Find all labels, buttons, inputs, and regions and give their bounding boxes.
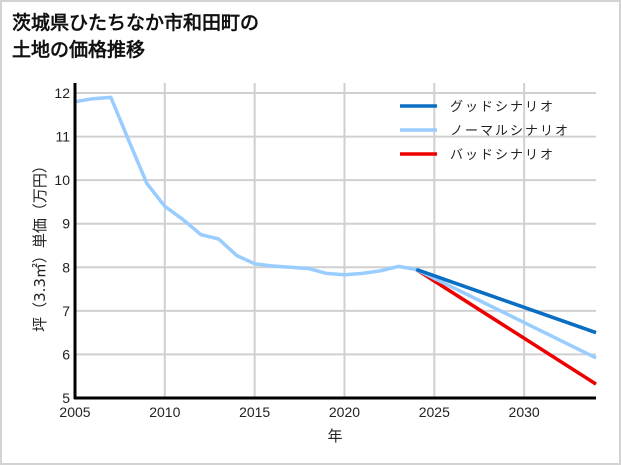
y-tick-label: 6: [62, 346, 70, 362]
x-tick-label: 2025: [419, 404, 450, 420]
x-tick-label: 2015: [239, 404, 270, 420]
chart-title: 茨城県ひたちなか市和田町の 土地の価格推移: [12, 10, 259, 64]
legend-label: バッドシナリオ: [450, 148, 555, 163]
y-tick-label: 8: [62, 259, 70, 275]
tick-labels: 5 6 7 8 9 10 11 12 2005 2010 2015 2020 2025 2030: [54, 85, 539, 420]
data-series: [74, 95, 597, 386]
x-axis-label: 年: [327, 427, 342, 445]
y-tick-label: 10: [54, 172, 70, 188]
axes: [73, 83, 596, 400]
y-tick-label: 7: [62, 303, 70, 319]
x-tick-label: 2010: [149, 404, 180, 420]
x-tick-label: 2005: [59, 404, 90, 420]
y-tick-label: 9: [62, 216, 70, 232]
y-axis-label: 坪（3.3㎡）単価（万円）: [31, 158, 49, 332]
series-line-good: [415, 267, 597, 335]
y-tick-label: 5: [62, 390, 70, 406]
legend-label: ノーマルシナリオ: [450, 124, 570, 139]
legend-label: グッドシナリオ: [450, 100, 555, 115]
x-tick-label: 2030: [509, 404, 540, 420]
x-tick-label: 2020: [329, 404, 360, 420]
series-line: [74, 95, 597, 360]
title-line-1: 茨城県ひたちなか市和田町の: [12, 12, 260, 34]
title-line-2: 土地の価格推移: [12, 39, 146, 61]
y-tick-label: 11: [55, 129, 70, 145]
y-tick-label: 12: [54, 85, 70, 101]
series-line: [415, 268, 597, 386]
